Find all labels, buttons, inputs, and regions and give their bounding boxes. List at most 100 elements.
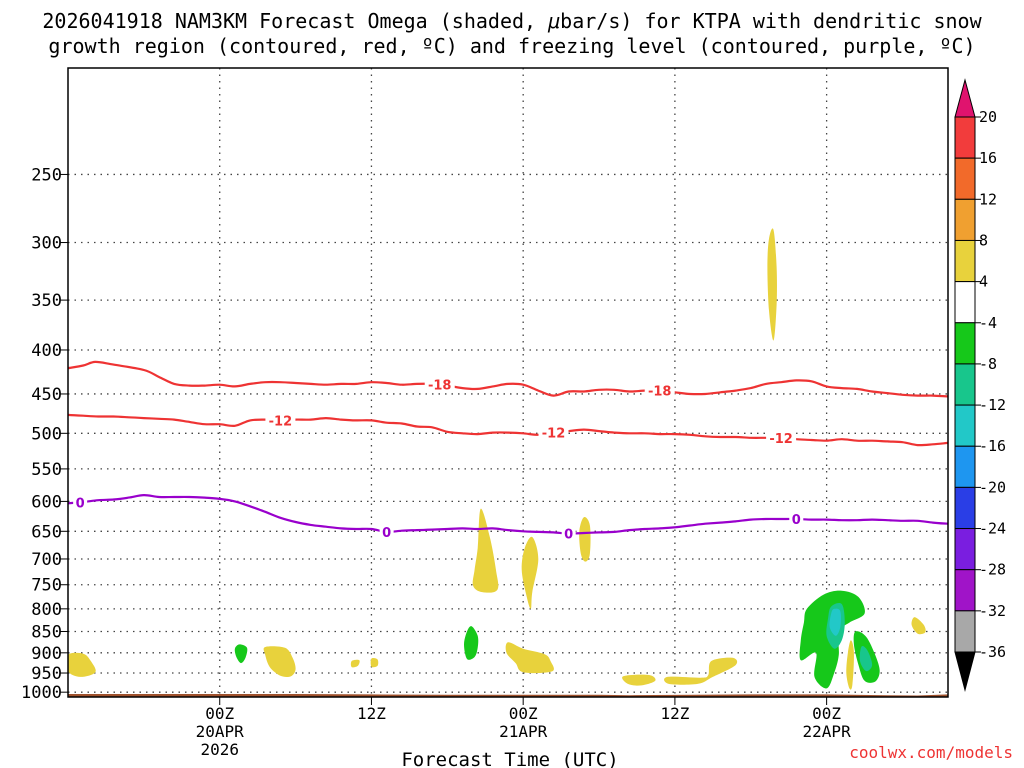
dgz-minus18-line xyxy=(68,360,948,398)
colorbar: 20 16 12 8 4 -4 -8 -12 -16 -20 -24 -28 -32 -36 xyxy=(954,78,1006,692)
colorbar-extend-high xyxy=(954,78,976,118)
teal-blob-2 xyxy=(859,646,873,672)
y-tick-label: 450 xyxy=(31,385,62,405)
title-line-2: growth region (contoured, red, ºC) and f… xyxy=(48,34,975,58)
colorbar-extend-low xyxy=(954,651,976,692)
yellow-blob-13 xyxy=(911,617,926,635)
colorbar-tick-label: -24 xyxy=(979,520,1006,538)
y-tick-label: 550 xyxy=(31,460,62,480)
yellow-blob-2 xyxy=(263,646,296,677)
colorbar-bin xyxy=(954,239,976,283)
dgz-minus12-label: -12 xyxy=(269,414,293,429)
colorbar-tick-label: -32 xyxy=(979,602,1006,620)
plot-frame xyxy=(67,67,949,698)
dgz-minus12-label-bg xyxy=(538,424,569,440)
freezing-level-label-bg xyxy=(379,523,394,539)
freezing-level-label: 0 xyxy=(382,526,391,541)
y-tick-label: 650 xyxy=(31,522,62,542)
dgz-minus12-line xyxy=(68,413,948,447)
colorbar-tick-label: -8 xyxy=(979,355,997,373)
colorbar-tick-label: 12 xyxy=(979,190,997,208)
colorbar-bin xyxy=(954,445,976,488)
title-line-1: 2026041918 NAM3KM Forecast Omega (shaded… xyxy=(42,9,982,33)
x-tick-label: 00Z xyxy=(509,704,538,723)
dgz-minus18-label: -18 xyxy=(428,379,452,394)
yellow-blob-1 xyxy=(68,652,96,677)
dgz-minus12-label-bg xyxy=(265,412,296,428)
yellow-blob-6 xyxy=(505,642,554,674)
freezing-level-label-bg xyxy=(73,494,88,510)
colorbar-bin xyxy=(954,322,976,365)
y-tick-label: 700 xyxy=(31,550,62,570)
dgz-minus18-label-bg xyxy=(644,382,675,398)
x-tick-label: 2026 xyxy=(200,740,239,759)
credit-link[interactable]: coolwx.com/models xyxy=(849,743,1013,762)
yellow-blob-5 xyxy=(472,508,499,593)
freezing-level-label-bg xyxy=(561,525,576,541)
colorbar-tick-label: -36 xyxy=(979,643,1006,661)
y-tick-label: 850 xyxy=(31,622,62,642)
colorbar-bin xyxy=(954,486,976,530)
colorbar-bin xyxy=(954,198,976,241)
colorbar-tick-label: -28 xyxy=(979,561,1006,579)
yellow-blob-12 xyxy=(846,640,854,690)
y-tick-label: 350 xyxy=(31,291,62,311)
x-tick-label: 00Z xyxy=(812,704,841,723)
yellow-blob-3 xyxy=(350,659,360,668)
x-tick-label: 20APR xyxy=(196,722,245,741)
colorbar-bin xyxy=(954,528,976,571)
colorbar-tick-label: 8 xyxy=(979,231,988,249)
y-tick-label: 500 xyxy=(31,424,62,444)
green-blob-1 xyxy=(234,644,248,664)
yellow-blob-10 xyxy=(664,657,738,685)
dgz-minus12-label: -12 xyxy=(542,427,566,442)
colorbar-tick-label: -16 xyxy=(979,437,1006,455)
yellow-blob-11 xyxy=(767,228,777,341)
chart-title: 2026041918 NAM3KM Forecast Omega (shaded… xyxy=(42,9,982,58)
y-tick-label: 950 xyxy=(31,664,62,684)
colorbar-bin xyxy=(954,404,976,447)
plot-inner: -18 -18 -12 -12 -12 0 0 0 0 xyxy=(68,68,948,697)
x-tick-label: 22APR xyxy=(803,722,852,741)
green-blob-2 xyxy=(464,626,479,660)
y-tick-label: 800 xyxy=(31,600,62,620)
dgz-minus18-label: -18 xyxy=(648,385,672,400)
y-tick-label: 250 xyxy=(31,165,62,185)
cyan-blob-1 xyxy=(829,608,841,636)
y-tick-label: 1000 xyxy=(21,683,62,703)
yellow-blob-4 xyxy=(370,658,379,668)
y-tick-label: 750 xyxy=(31,576,62,596)
colorbar-bin xyxy=(954,157,976,200)
x-tick-label: 12Z xyxy=(660,704,689,723)
colorbar-tick-label: 4 xyxy=(979,273,988,291)
colorbar-tick-label: -20 xyxy=(979,478,1006,496)
yellow-blob-8 xyxy=(579,517,591,562)
colorbar-tick-label: 16 xyxy=(979,149,997,167)
colorbar-tick-label: -4 xyxy=(979,314,997,332)
colorbar-bin xyxy=(954,610,976,653)
colorbar-bin xyxy=(954,116,976,159)
freezing-level-label: 0 xyxy=(792,513,801,528)
y-tick-label: 600 xyxy=(31,492,62,512)
y-tick-label: 400 xyxy=(31,341,62,361)
x-tick-label: 00Z xyxy=(205,704,234,723)
colorbar-tick-label: -12 xyxy=(979,396,1006,414)
colorbar-bin xyxy=(954,281,976,324)
freezing-level-label: 0 xyxy=(564,528,573,543)
y-tick-label: 300 xyxy=(31,234,62,254)
dgz-minus12-label-bg xyxy=(766,429,797,445)
dgz-minus12-label: -12 xyxy=(769,432,793,447)
x-tick-label: 21APR xyxy=(499,722,548,741)
plot-area: -18 -18 -12 -12 -12 0 0 0 0 250 300 350 400 450 500 550… xyxy=(21,67,949,759)
freezing-level-label-bg xyxy=(789,511,804,527)
x-tick-label: 12Z xyxy=(357,704,386,723)
yellow-blob-9 xyxy=(622,674,656,686)
y-tick-label: 900 xyxy=(31,644,62,664)
x-axis-label: Forecast Time (UTC) xyxy=(401,749,618,768)
yellow-blob-7 xyxy=(521,536,539,609)
freezing-level-label: 0 xyxy=(76,496,85,511)
colorbar-tick-label: 20 xyxy=(979,108,997,126)
dgz-minus18-label-bg xyxy=(424,376,455,392)
colorbar-bin xyxy=(954,569,976,612)
